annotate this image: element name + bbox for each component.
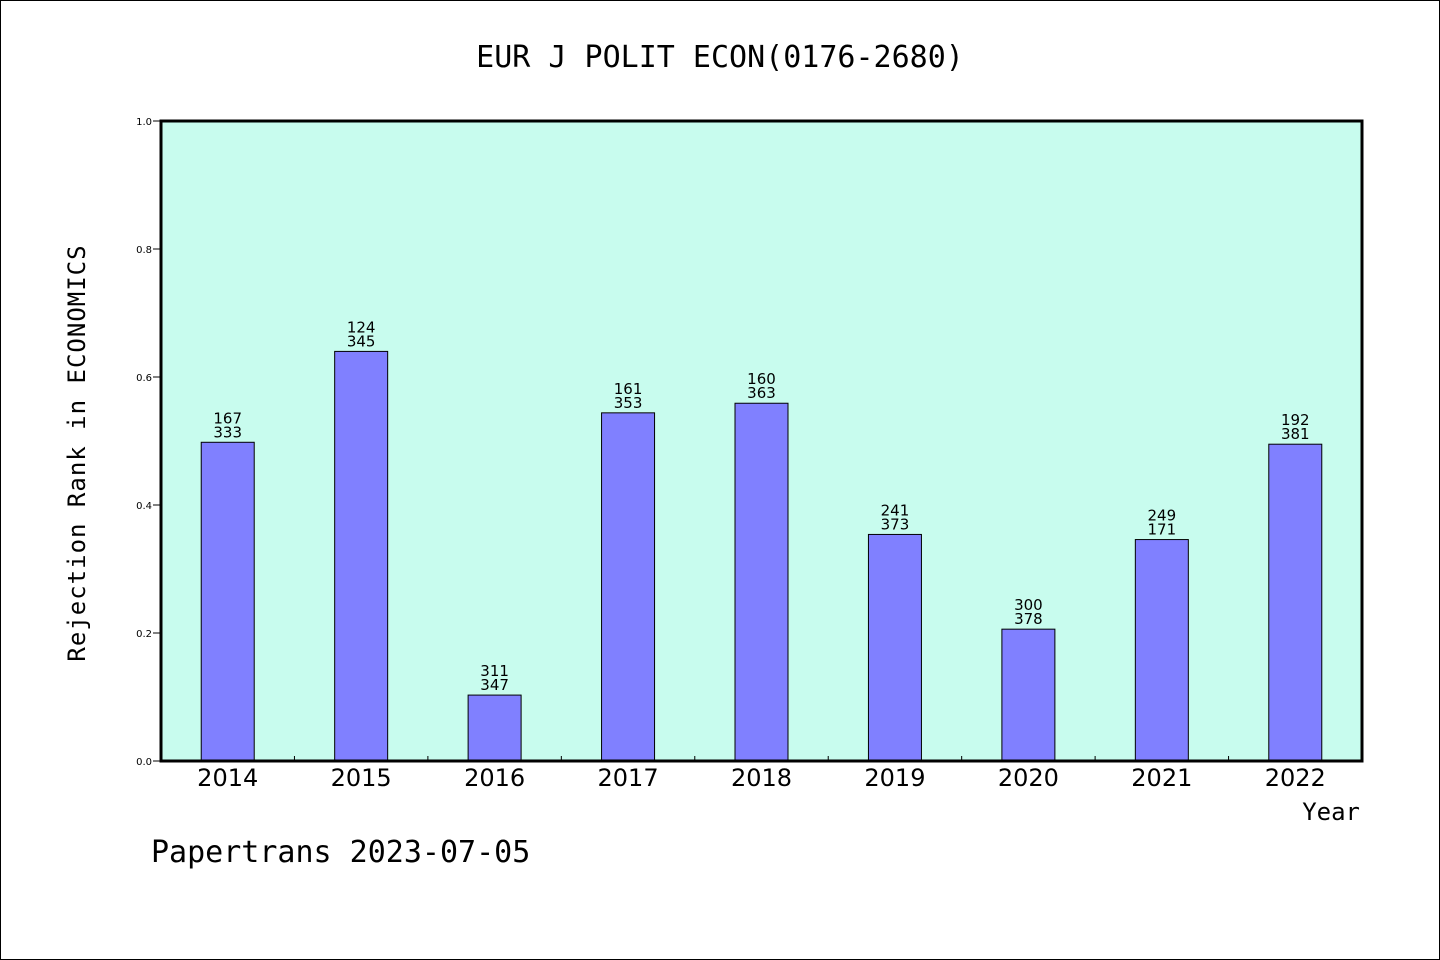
- y-axis-label: Rejection Rank in ECONOMICS: [63, 244, 91, 661]
- y-tick-label: 1.0: [136, 117, 152, 128]
- data-label-top: 192: [1281, 411, 1310, 429]
- x-tick-label: 2021: [1131, 764, 1192, 792]
- bar-2019: [867, 533, 922, 762]
- chart-title: EUR J POLIT ECON(0176-2680): [476, 40, 964, 75]
- bar-2018: [734, 402, 789, 762]
- data-label-bottom: 171: [1148, 521, 1177, 539]
- data-label-top: 160: [747, 370, 776, 388]
- data-label-top: 161: [614, 380, 643, 398]
- bar-2022: [1268, 443, 1323, 762]
- x-axis: 2014 2015 2016 2017 2018 2019 2020 2021 2022: [197, 756, 1326, 792]
- x-tick-label: 2017: [598, 764, 659, 792]
- x-tick-label: 2022: [1265, 764, 1326, 792]
- data-label-top: 311: [480, 662, 509, 680]
- data-label-bottom: 345: [347, 332, 376, 350]
- y-tick-label: 0.8: [136, 245, 152, 256]
- data-label-top: 300: [1014, 596, 1043, 614]
- x-tick-label: 2019: [864, 764, 925, 792]
- data-labels: 1673331243453113471613531603632413733003…: [213, 318, 1309, 694]
- data-label-top: 124: [347, 318, 376, 336]
- bar-2017: [601, 412, 656, 762]
- data-label-bottom: 363: [747, 384, 776, 402]
- y-tick-label: 0.4: [136, 501, 152, 512]
- x-tick-label: 2018: [731, 764, 792, 792]
- bar-2020: [1001, 628, 1056, 762]
- x-tick-label: 2020: [998, 764, 1059, 792]
- bar-2015: [334, 350, 389, 762]
- data-label-bottom: 373: [881, 515, 910, 533]
- data-label-bottom: 378: [1014, 610, 1043, 628]
- data-label-bottom: 347: [480, 676, 509, 694]
- y-tick-label: 0.0: [136, 757, 152, 768]
- bar-2021: [1134, 539, 1189, 762]
- x-axis-label: Year: [1302, 798, 1360, 826]
- y-tick-label: 0.2: [136, 629, 152, 640]
- y-tick-label: 0.6: [136, 373, 152, 384]
- footer-watermark: Papertrans 2023-07-05: [151, 835, 531, 870]
- data-label-bottom: 381: [1281, 425, 1310, 443]
- data-label-bottom: 333: [213, 423, 242, 441]
- bars: [200, 350, 1323, 762]
- data-label-top: 167: [213, 409, 242, 427]
- x-tick-label: 2014: [197, 764, 258, 792]
- plot-border: [159, 119, 1364, 763]
- data-label-top: 241: [881, 501, 910, 519]
- bar-2016: [467, 694, 522, 762]
- x-tick-label: 2015: [331, 764, 392, 792]
- y-axis: 0.0 0.2 0.4 0.6 0.8 1.0: [136, 117, 161, 768]
- data-label-bottom: 353: [614, 394, 643, 412]
- bar-2014: [200, 441, 255, 762]
- x-tick-label: 2016: [464, 764, 525, 792]
- data-label-top: 249: [1148, 507, 1177, 525]
